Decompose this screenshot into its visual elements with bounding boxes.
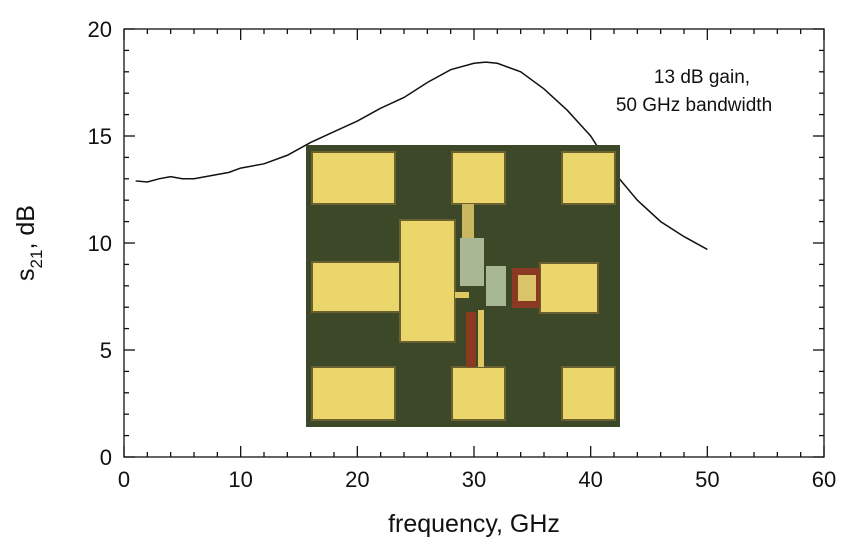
x-tick-label: 30 xyxy=(462,467,486,492)
x-tick-label: 60 xyxy=(812,467,836,492)
y-tick-label: 20 xyxy=(88,17,112,42)
y-label-rest: , dB xyxy=(12,205,40,249)
data-line xyxy=(135,61,708,251)
y-label-sub: 21 xyxy=(27,250,46,269)
y-tick-label: 0 xyxy=(100,445,112,470)
x-tick-label: 40 xyxy=(578,467,602,492)
annotation: 13 dB gain, xyxy=(654,67,750,88)
x-tick-label: 10 xyxy=(228,467,252,492)
x-tick-label: 50 xyxy=(695,467,719,492)
y-tick-label: 5 xyxy=(100,338,112,363)
x-tick-label: 0 xyxy=(118,467,130,492)
x-axis-label: frequency, GHz xyxy=(388,510,560,538)
chip-photo xyxy=(306,145,620,427)
y-tick-label: 10 xyxy=(88,231,112,256)
y-label-main: s xyxy=(12,268,40,281)
x-tick-label: 20 xyxy=(345,467,369,492)
annotation: 50 GHz bandwidth xyxy=(616,95,772,116)
y-axis-label: s21, dB xyxy=(12,205,46,281)
y-tick-label: 15 xyxy=(88,124,112,149)
